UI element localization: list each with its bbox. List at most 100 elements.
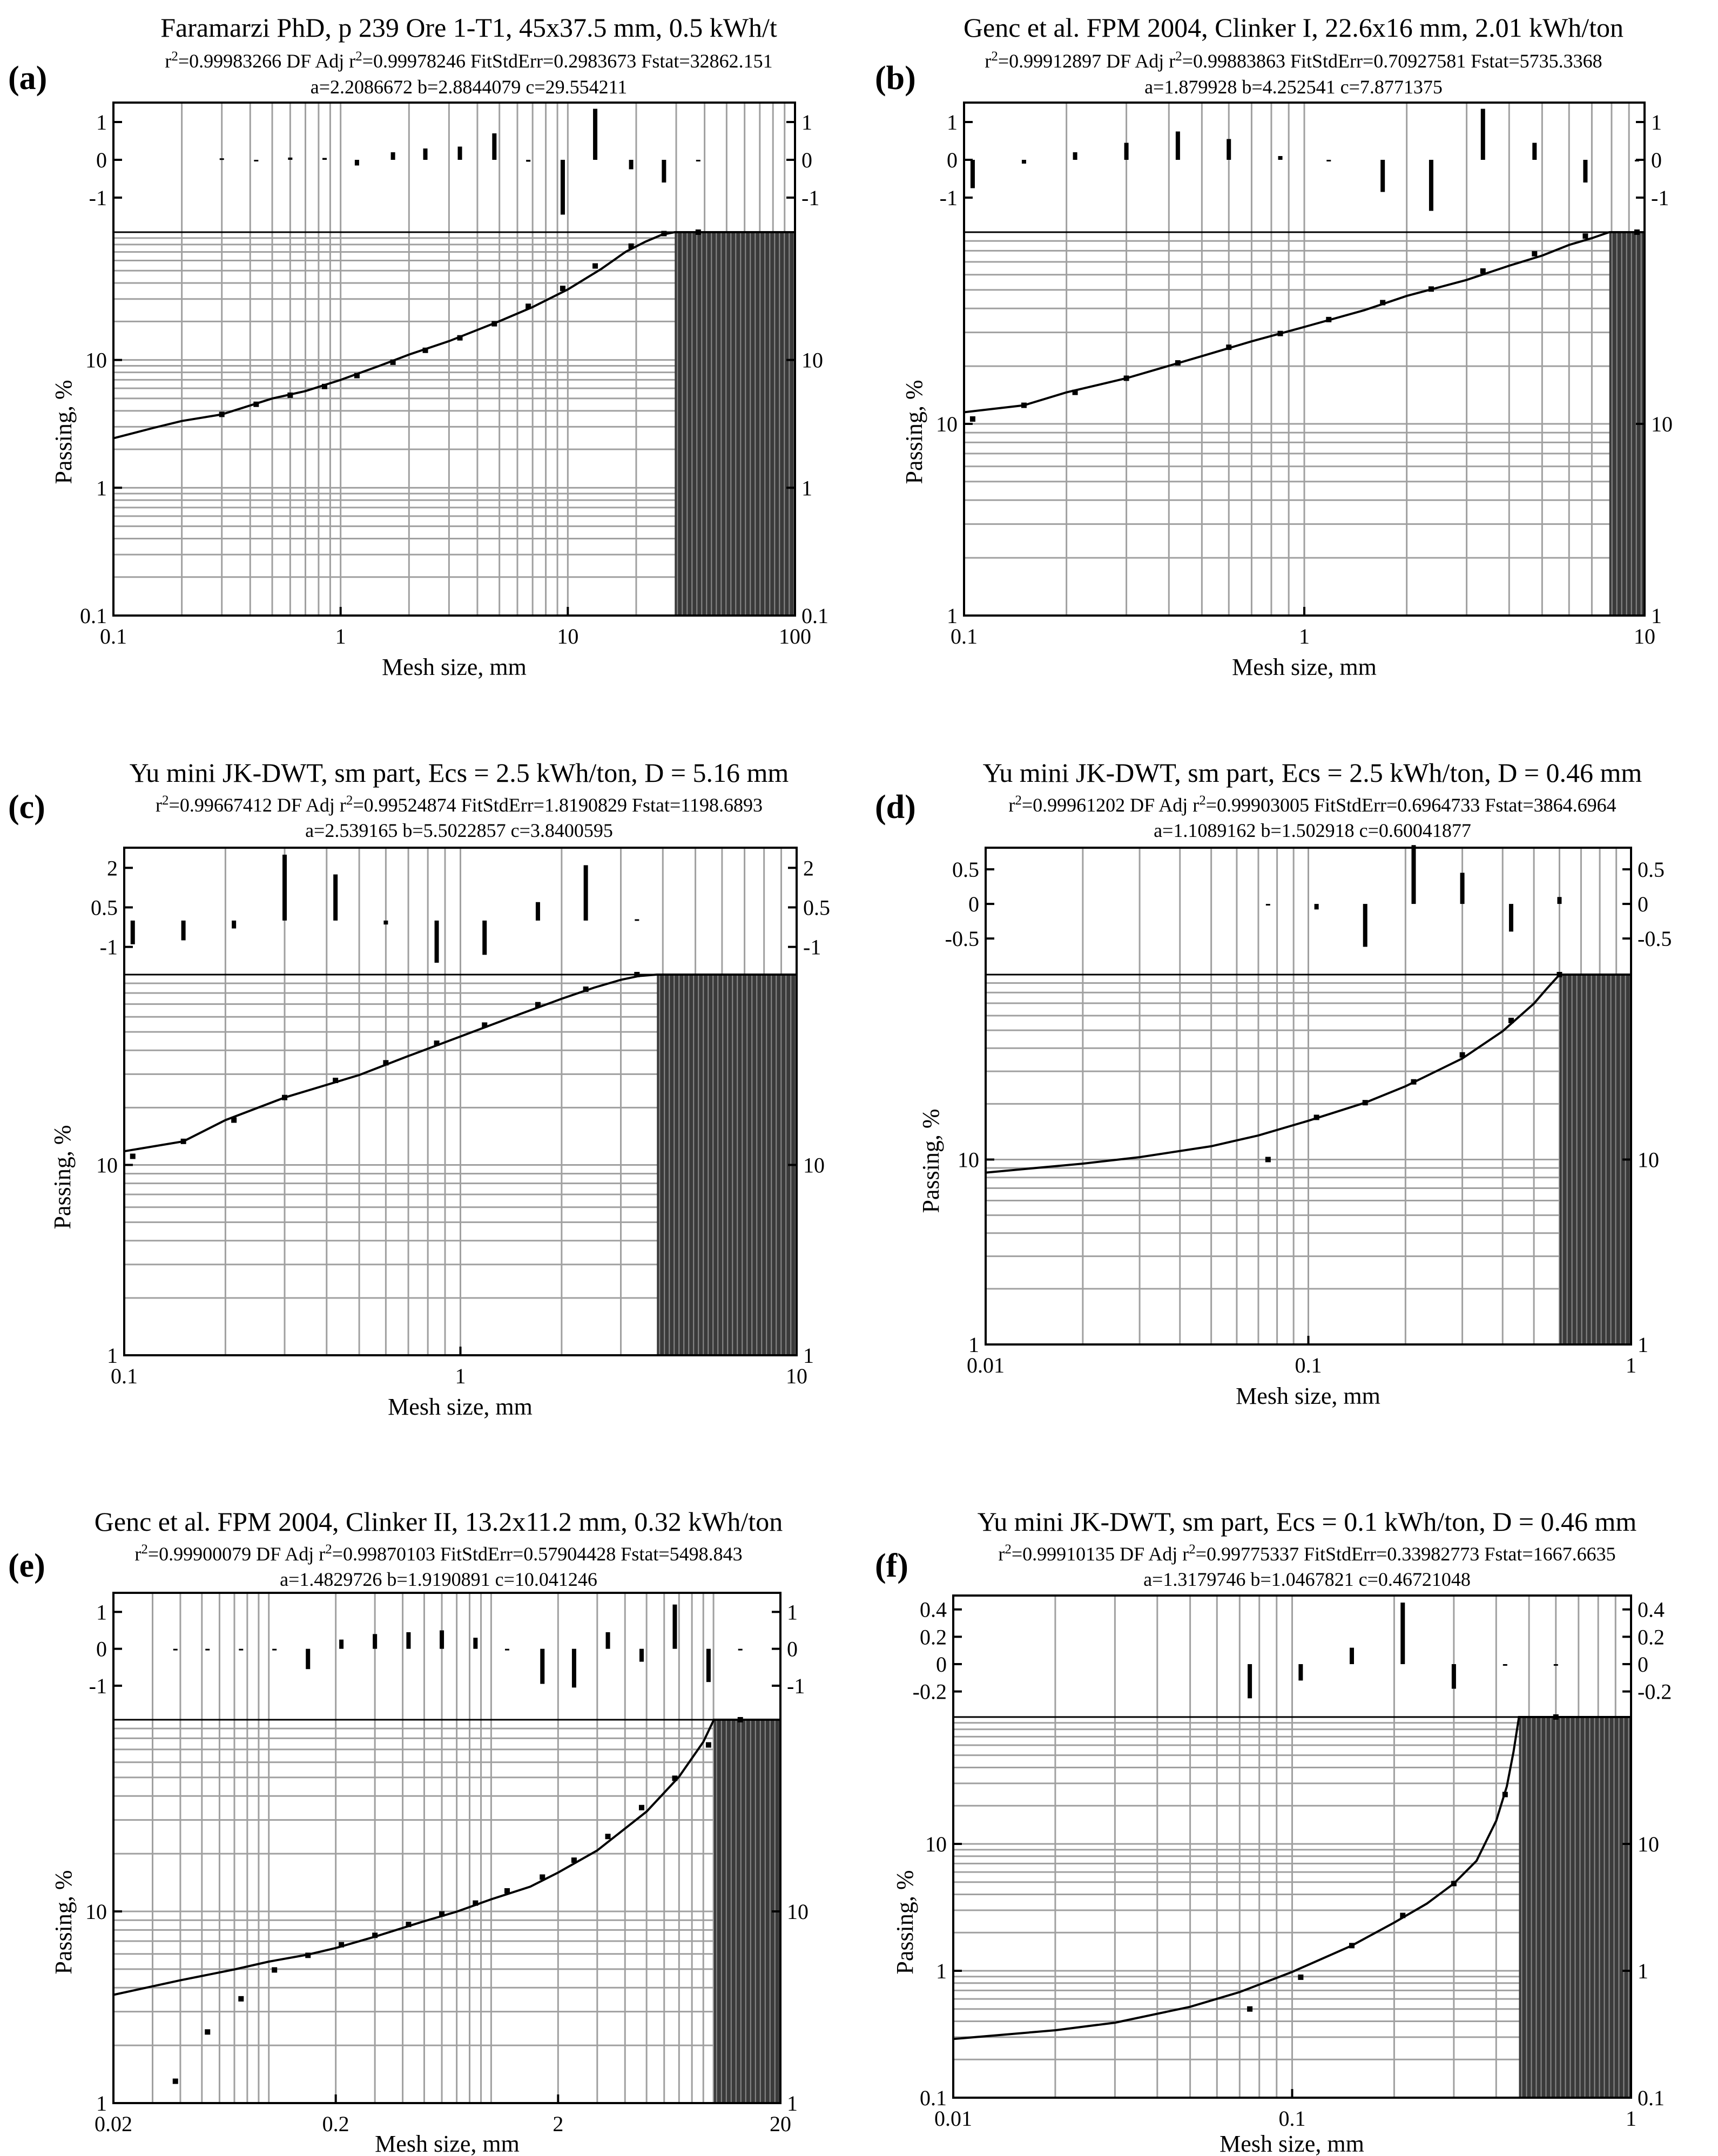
shade-fill (675, 232, 795, 616)
residual-bar (1124, 143, 1129, 160)
residual-tick-label: 1 (96, 110, 107, 134)
residual-tick-label: 2 (107, 856, 118, 880)
data-point (1349, 1943, 1355, 1949)
residual-bar (173, 1648, 178, 1651)
data-point (305, 1952, 311, 1958)
y-axis-label: Passing, % (892, 1870, 918, 1974)
residual-tick-label: 0.2 (920, 1625, 947, 1649)
residual-bar (629, 160, 634, 170)
y-tick-label-right: 10 (787, 1900, 809, 1924)
plot-f: 0.01 0.1 10.1 0.11 110 100.4 0.40.2 0.20 0-0.2 -0… (913, 1594, 1672, 2131)
y-tick-label: 0.1 (80, 604, 107, 628)
residual-bar (219, 158, 224, 160)
data-point (1362, 1100, 1368, 1106)
residual-bar (181, 920, 186, 941)
y-tick-label: 1 (947, 604, 958, 628)
residual-bar (1073, 152, 1077, 160)
data-point (383, 1060, 389, 1066)
data-point (638, 1804, 644, 1810)
residual-bar (605, 1632, 610, 1649)
residual-bar (1429, 160, 1433, 211)
shaded-region (1559, 975, 1631, 1344)
data-point (535, 1002, 541, 1008)
y-ticks: 1 1 10 10 (96, 1153, 825, 1368)
residual-bar (322, 158, 327, 160)
x-axis-label: Mesh size, mm (375, 2131, 520, 2156)
residual-bar (383, 920, 388, 925)
residual-ticks: 1 1 0 0 -1 -1 (89, 110, 820, 210)
data-point (457, 335, 463, 341)
residual-bar (1460, 873, 1465, 904)
data-point (1021, 402, 1027, 408)
data-points (969, 229, 1640, 422)
y-axis-label: Passing, % (918, 1109, 944, 1213)
data-point (422, 347, 428, 353)
data-point (1400, 1912, 1406, 1918)
data-point (231, 1117, 237, 1123)
fit-curve (964, 231, 1645, 414)
residual-bar (1021, 160, 1026, 164)
x-tick-label: 1 (1626, 2106, 1636, 2131)
y-tick-label-right: 1 (1638, 1333, 1648, 1357)
shade-fill (713, 1720, 780, 2103)
residual-bar (1532, 143, 1537, 160)
x-tick-label: 0.01 (934, 2106, 972, 2131)
data-point (1532, 251, 1538, 256)
residual-bar (457, 146, 462, 160)
data-point (583, 986, 589, 992)
data-point (525, 303, 531, 309)
y-tick-label-right: 0.1 (801, 604, 828, 628)
residual-bar (434, 920, 439, 963)
residual-bar (535, 902, 540, 921)
data-point (434, 1040, 440, 1046)
x-ticks: 0.1 1 10 (111, 1347, 807, 1388)
residual-bar (1265, 904, 1270, 906)
residual-bar (440, 1630, 444, 1649)
data-point (180, 1138, 186, 1144)
panel-label: (b) (875, 60, 916, 97)
residual-bar (571, 1648, 576, 1688)
data-point (1226, 344, 1232, 350)
panel-d: (d) Yu mini JK-DWT, sm part, Ecs = 2.5 k… (875, 758, 1672, 1409)
residual-tick-label-right: 1 (801, 110, 812, 134)
residual-bar (272, 1648, 277, 1651)
data-point (705, 1742, 711, 1748)
residual-bar (1227, 139, 1231, 160)
data-point (1313, 1114, 1319, 1120)
residual-bar (560, 160, 565, 215)
residual-bar (505, 1648, 510, 1651)
x-tick-label: 2 (553, 2112, 563, 2136)
shaded-region (1519, 1717, 1631, 2098)
data-point (1428, 286, 1434, 292)
y-tick-label: 10 (925, 1832, 947, 1856)
data-point (287, 392, 293, 398)
residual-tick-label-right: 0 (1638, 1652, 1648, 1677)
y-tick-label: 10 (85, 348, 107, 373)
y-ticks: 0.1 0.1 1 1 10 10 (920, 1832, 1665, 2110)
residual-tick-label-right: 1 (1651, 110, 1662, 134)
residual-bar (390, 152, 395, 160)
data-points (130, 972, 640, 1159)
data-point (372, 1932, 378, 1938)
panel-c: (c) Yu mini JK-DWT, sm part, Ecs = 2.5 k… (8, 758, 830, 1420)
residual-bars (130, 854, 639, 963)
chart-title: Faramarzi PhD, p 239 Ore 1-T1, 45x37.5 m… (160, 12, 777, 43)
data-point (1508, 1017, 1514, 1023)
y-tick-label-right: 1 (801, 476, 812, 500)
residual-tick-label: 0.5 (91, 896, 118, 920)
residual-tick-label-right: 0.2 (1638, 1625, 1665, 1649)
fit-statistics: r2=0.99983266 DF Adj r2=0.99978246 FitSt… (165, 49, 772, 72)
residual-ticks: 0.5 0.5 0 0 -0.5 -0.5 (945, 857, 1672, 951)
y-axis-label: Passing, % (50, 380, 77, 484)
residual-bar (1508, 904, 1513, 932)
grid (985, 848, 1631, 1346)
residual-tick-label: 0.4 (920, 1598, 947, 1622)
residual-tick-label-right: -1 (801, 186, 819, 210)
y-axis-label: Passing, % (50, 1870, 77, 1974)
fit-parameters: a=1.4829726 b=1.9190891 c=10.041246 (280, 1569, 597, 1590)
residual-bar (406, 1632, 411, 1649)
x-tick-label: 1 (1626, 1353, 1636, 1377)
x-axis-label: Mesh size, mm (382, 654, 527, 680)
y-tick-label: 1 (96, 2091, 107, 2116)
